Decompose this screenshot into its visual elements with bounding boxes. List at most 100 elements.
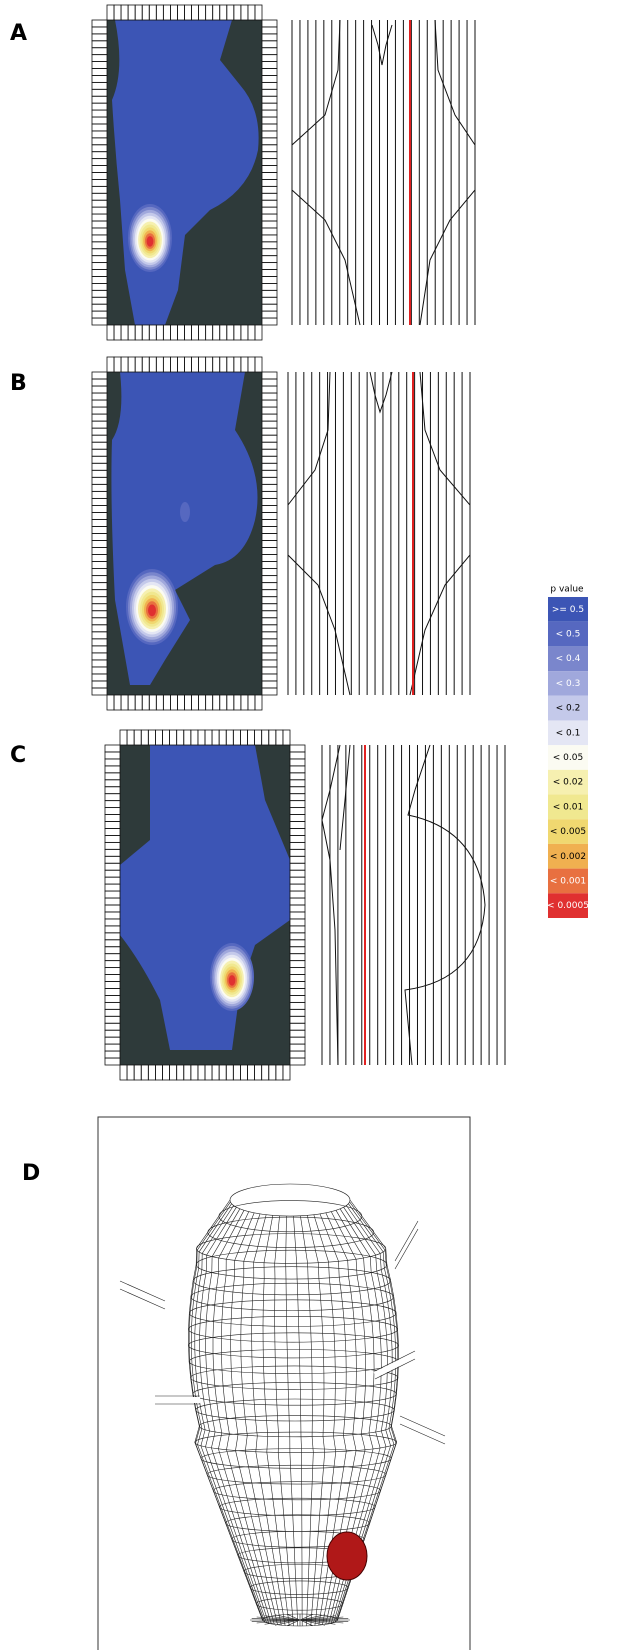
tick-cell [289, 1029, 306, 1038]
tick-cell [218, 1064, 227, 1081]
legend-swatch [548, 720, 588, 746]
tick-cell [275, 729, 284, 746]
tick-cell [91, 596, 108, 605]
tick-cell [261, 589, 278, 598]
legend-label: < 0.005 [550, 827, 586, 837]
tick-cell [261, 317, 278, 326]
tick-cell [91, 213, 108, 222]
tick-cell [261, 179, 278, 187]
tick-cell [147, 729, 156, 746]
panel-label: D [22, 1161, 40, 1186]
tick-cell [289, 862, 306, 871]
vessel [119, 1288, 166, 1310]
tick-cell [91, 638, 108, 647]
tick-cell [261, 33, 278, 42]
tick-cell [191, 324, 199, 341]
tick-cell [91, 61, 108, 69]
tick-cell [155, 729, 163, 746]
tick-cell [261, 582, 278, 591]
tick-cell [289, 918, 306, 927]
mesh-spoke [256, 1616, 301, 1621]
tick-cell [289, 835, 306, 843]
tick-cell [204, 729, 213, 746]
tick-cell [91, 172, 108, 180]
tick-cell [91, 26, 108, 35]
tick-cell [261, 192, 278, 201]
tick-cell [91, 575, 108, 584]
legend-label: < 0.5 [556, 630, 581, 640]
profile [287, 371, 351, 696]
mesh-ring [189, 1299, 397, 1327]
tick-cell [162, 4, 171, 21]
profile [409, 371, 471, 696]
tick-cell [282, 1064, 291, 1081]
tick-cell [134, 4, 143, 21]
tick-cell [261, 497, 278, 506]
tick-cell [261, 385, 278, 394]
tick-cell [91, 303, 108, 312]
region [120, 745, 290, 1050]
tick-cell [289, 772, 306, 781]
tick-cell [104, 974, 121, 982]
tick-cell [261, 617, 278, 626]
tick-cell [120, 4, 129, 21]
tick-cell [261, 276, 278, 284]
tick-cell [289, 953, 306, 962]
tick-cell [232, 729, 241, 746]
tick-cell [197, 729, 206, 746]
mesh-meridian [251, 1214, 286, 1626]
tick-cell [261, 490, 278, 499]
tick-cell [289, 939, 306, 948]
legend-label: < 0.02 [553, 778, 583, 788]
legend-swatch [548, 769, 588, 795]
tick-cell [104, 779, 121, 788]
tick-cell [155, 694, 164, 711]
legend-swatch [548, 671, 588, 696]
tick-cell [104, 751, 121, 760]
tick-cell [261, 462, 278, 471]
mesh-spoke [286, 1613, 301, 1621]
mesh-spoke [264, 1615, 301, 1621]
tick-cell [183, 1064, 192, 1081]
tick-cell [205, 4, 214, 21]
tick-cell [212, 324, 221, 341]
legend-label: >= 0.5 [552, 605, 584, 615]
tick-cell [91, 165, 108, 173]
tick-cell [190, 729, 199, 746]
tick-cell [91, 109, 108, 118]
tick-cell [91, 540, 108, 548]
legend: >= 0.5 < 0.5 < 0.4 < 0.3 < 0.2 < 0.1 < 0.05 < 0… [547, 597, 589, 918]
tick-cell [261, 199, 278, 208]
tick-cell [289, 869, 306, 878]
tick-cell [104, 765, 121, 774]
tick-cell [106, 4, 115, 21]
tick-cell [261, 137, 278, 146]
tick-cell [233, 356, 242, 373]
tick-cell [261, 533, 278, 541]
tick-cell [289, 744, 306, 753]
tick-cell [91, 40, 108, 49]
tick-cell [261, 519, 278, 527]
mesh-meridian [205, 1208, 269, 1624]
tick-cell [261, 476, 278, 485]
tick-cell [127, 324, 136, 341]
tick-cell [91, 434, 108, 443]
mesh-spoke [299, 1613, 314, 1621]
tick-cell [91, 589, 108, 598]
tick-cell [91, 248, 108, 257]
legend-swatch [548, 621, 588, 647]
tick-cell [289, 995, 306, 1003]
tick-cell [127, 4, 136, 21]
tick-cell [184, 324, 192, 341]
tick-cell [104, 876, 121, 885]
tick-cell [104, 855, 121, 864]
tick-cell [91, 427, 108, 436]
legend-swatch [548, 695, 588, 721]
tick-cell [289, 1008, 306, 1017]
tick-cell [106, 324, 115, 341]
tick-cell [218, 729, 227, 746]
tick-cell [261, 213, 278, 222]
tick-cell [261, 610, 278, 619]
vessel [373, 1352, 417, 1378]
tick-cell [289, 883, 306, 892]
